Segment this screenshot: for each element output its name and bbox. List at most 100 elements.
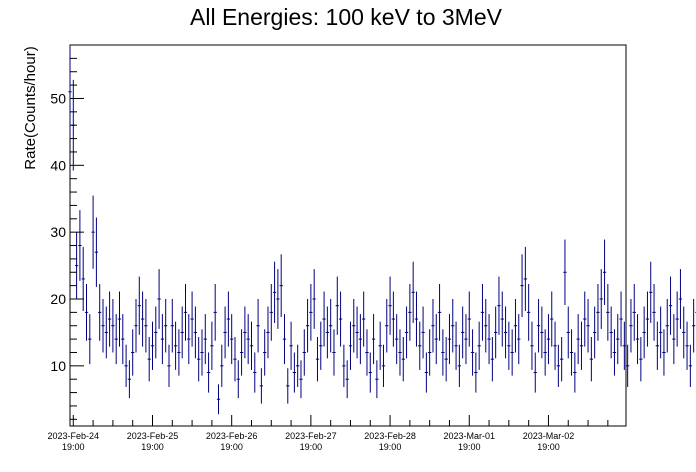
data-point bbox=[137, 276, 141, 335]
data-point bbox=[302, 329, 306, 376]
data-point bbox=[622, 321, 626, 370]
data-point bbox=[286, 368, 290, 404]
x-tick-time-label: 19:00 bbox=[458, 442, 481, 452]
data-point bbox=[662, 329, 666, 376]
x-tick-time-label: 19:00 bbox=[379, 442, 402, 452]
x-tick-date-label: 2023-Mar-02 bbox=[523, 431, 575, 441]
data-point bbox=[263, 329, 267, 376]
x-tick-date-label: 2023-Feb-26 bbox=[206, 431, 258, 441]
x-tick-date-label: 2023-Feb-24 bbox=[48, 431, 100, 441]
data-point bbox=[68, 45, 72, 140]
data-point bbox=[395, 314, 399, 365]
data-point bbox=[134, 299, 138, 353]
data-point bbox=[428, 329, 432, 376]
data-point bbox=[457, 344, 462, 387]
data-point bbox=[437, 284, 442, 341]
data-point bbox=[596, 284, 600, 341]
data-point bbox=[167, 344, 171, 387]
data-point bbox=[305, 299, 310, 353]
data-point bbox=[424, 352, 429, 393]
data-point bbox=[503, 306, 508, 359]
data-point bbox=[612, 329, 617, 376]
data-point bbox=[197, 336, 201, 382]
data-point bbox=[279, 254, 283, 317]
plot-frame bbox=[69, 44, 627, 427]
data-point bbox=[626, 344, 630, 387]
x-tick-date-label: 2023-Feb-27 bbox=[285, 431, 337, 441]
data-point bbox=[451, 299, 455, 353]
data-point bbox=[322, 291, 326, 347]
data-point bbox=[678, 269, 683, 329]
data-point bbox=[325, 306, 330, 359]
data-point bbox=[164, 299, 168, 353]
data-point bbox=[645, 291, 650, 347]
data-point bbox=[355, 306, 359, 359]
data-point bbox=[213, 284, 217, 341]
data-point bbox=[187, 314, 191, 365]
data-point bbox=[573, 352, 577, 393]
data-point bbox=[477, 321, 481, 370]
data-point bbox=[668, 276, 673, 335]
data-point bbox=[233, 336, 237, 382]
data-point bbox=[642, 306, 646, 359]
data-point bbox=[203, 314, 207, 365]
data-point bbox=[338, 291, 343, 347]
data-point bbox=[177, 329, 181, 376]
data-point bbox=[371, 314, 376, 365]
data-point bbox=[292, 352, 297, 393]
data-point bbox=[170, 299, 174, 353]
data-point bbox=[576, 314, 580, 365]
data-point bbox=[160, 314, 165, 365]
data-point bbox=[513, 299, 518, 353]
data-point bbox=[421, 306, 425, 359]
data-point bbox=[411, 261, 415, 323]
data-point bbox=[494, 306, 498, 359]
y-tick-label: 40 bbox=[50, 157, 66, 173]
data-point bbox=[550, 291, 554, 347]
data-point bbox=[569, 329, 574, 376]
data-point bbox=[91, 195, 95, 269]
data-points bbox=[68, 45, 696, 415]
axes: 10203040502023-Feb-2419:002023-Feb-2519:… bbox=[48, 57, 609, 452]
y-axis-label: Rate(Counts/hour) bbox=[22, 46, 39, 169]
data-point bbox=[111, 299, 115, 353]
data-point bbox=[632, 284, 636, 341]
data-point bbox=[256, 299, 260, 353]
data-point bbox=[193, 306, 198, 359]
data-point bbox=[401, 336, 405, 382]
data-point bbox=[104, 306, 108, 359]
data-point bbox=[249, 321, 254, 370]
data-point bbox=[114, 314, 118, 365]
data-point bbox=[332, 329, 336, 376]
data-point bbox=[342, 344, 346, 387]
data-point bbox=[220, 344, 224, 387]
data-point bbox=[685, 321, 689, 370]
data-point bbox=[480, 284, 485, 341]
data-point bbox=[282, 314, 287, 365]
x-tick-time-label: 19:00 bbox=[537, 442, 560, 452]
data-point bbox=[470, 329, 475, 376]
data-point bbox=[474, 352, 478, 393]
data-point bbox=[259, 368, 264, 404]
data-point bbox=[487, 314, 491, 365]
x-tick-date-label: 2023-Mar-01 bbox=[443, 431, 495, 441]
data-point bbox=[362, 291, 366, 347]
data-point bbox=[368, 352, 372, 393]
data-point bbox=[441, 329, 445, 376]
y-tick-label: 50 bbox=[50, 90, 66, 106]
data-point bbox=[454, 321, 458, 370]
data-point bbox=[520, 254, 524, 317]
data-point bbox=[431, 299, 435, 353]
data-point bbox=[500, 291, 504, 347]
data-point bbox=[84, 284, 89, 341]
data-point bbox=[540, 306, 544, 359]
x-tick-date-label: 2023-Feb-25 bbox=[127, 431, 179, 441]
x-tick-time-label: 19:00 bbox=[62, 442, 85, 452]
data-point bbox=[253, 352, 257, 393]
data-point bbox=[239, 329, 244, 376]
data-point bbox=[675, 291, 679, 347]
data-point bbox=[335, 276, 339, 335]
data-point bbox=[510, 329, 514, 376]
data-point bbox=[216, 384, 221, 415]
data-point bbox=[414, 291, 419, 347]
